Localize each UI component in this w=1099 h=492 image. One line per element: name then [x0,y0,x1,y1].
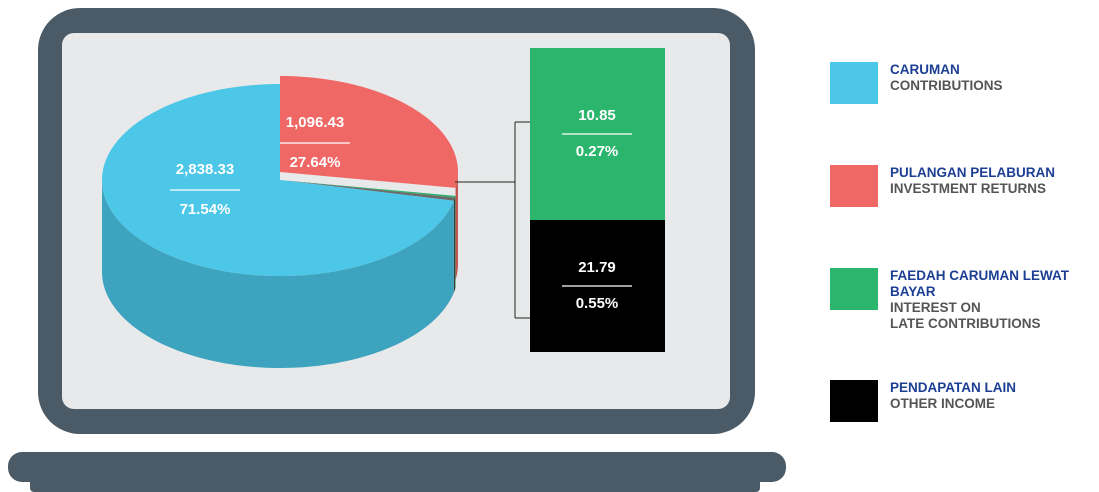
chart: 2,838.33 71.54% 1,096.43 27.64% 10.85 0.27% 21… [0,0,800,492]
legend-swatch [830,165,878,207]
legend-description: INVESTMENT RETURNS [890,181,1099,197]
percentage-label: 0.55% [576,295,619,312]
laptop-foot [30,476,760,492]
legend-label: PENDAPATAN LAIN [890,380,1099,396]
legend-description: INTEREST ON [890,300,1099,316]
value-label: 21.79 [578,259,616,276]
page: 2,838.33 71.54% 1,096.43 27.64% 10.85 0.27% 21… [0,0,1099,492]
percentage-label: 0.27% [576,143,619,160]
legend-swatch [830,268,878,310]
legend-label: FAEDAH CARUMAN LEWAT BAYAR [890,268,1099,300]
legend-description: LATE CONTRIBUTIONS [890,316,1099,332]
percentage-label: 27.64% [290,154,341,171]
percentage-label: 71.54% [180,201,231,218]
legend-label: PULANGAN PELABURAN [890,165,1099,181]
pie-side [454,197,455,292]
legend-swatch [830,62,878,104]
legend-description: CONTRIBUTIONS [890,78,1099,94]
pie-side [456,172,458,280]
value-label: 2,838.33 [176,161,234,178]
legend-description: OTHER INCOME [890,396,1099,412]
value-label: 10.85 [578,107,616,124]
pie-side [455,196,456,290]
pie [102,76,458,368]
legend-label: CARUMAN [890,62,1099,78]
value-label: 1,096.43 [286,114,344,131]
legend-swatch [830,380,878,422]
